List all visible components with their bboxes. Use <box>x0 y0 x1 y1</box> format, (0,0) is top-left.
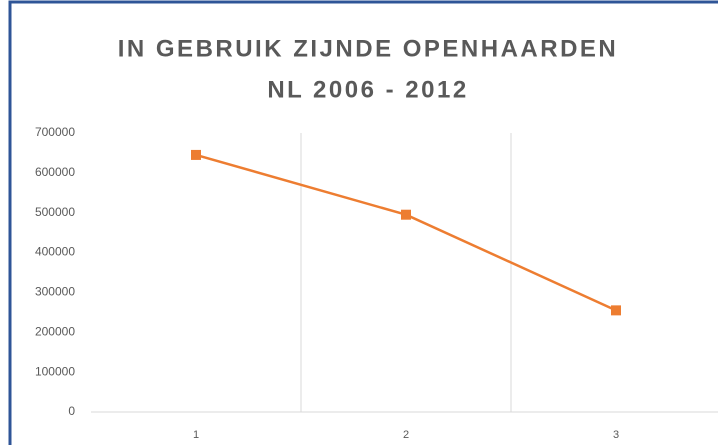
frame <box>8 0 718 445</box>
x-tick-label: 2 <box>403 429 409 441</box>
chart-title: IN GEBRUIK ZIJNDE OPENHAARDEN <box>118 35 619 62</box>
data-point <box>401 209 411 220</box>
data-point <box>611 305 621 316</box>
y-tick-label: 300000 <box>35 285 75 299</box>
y-tick-label: 200000 <box>35 324 75 338</box>
y-tick-label: 700000 <box>35 125 75 139</box>
y-tick-label: 100000 <box>35 364 75 378</box>
y-tick-label: 400000 <box>35 245 75 259</box>
y-tick-label: 500000 <box>35 205 75 219</box>
x-tick-label: 1 <box>193 429 199 441</box>
y-tick-label: 0 <box>68 404 75 418</box>
data-point <box>191 149 201 160</box>
chart-title: NL 2006 - 2012 <box>267 76 468 103</box>
y-tick-label: 600000 <box>35 165 75 179</box>
x-tick-label: 3 <box>613 429 619 441</box>
